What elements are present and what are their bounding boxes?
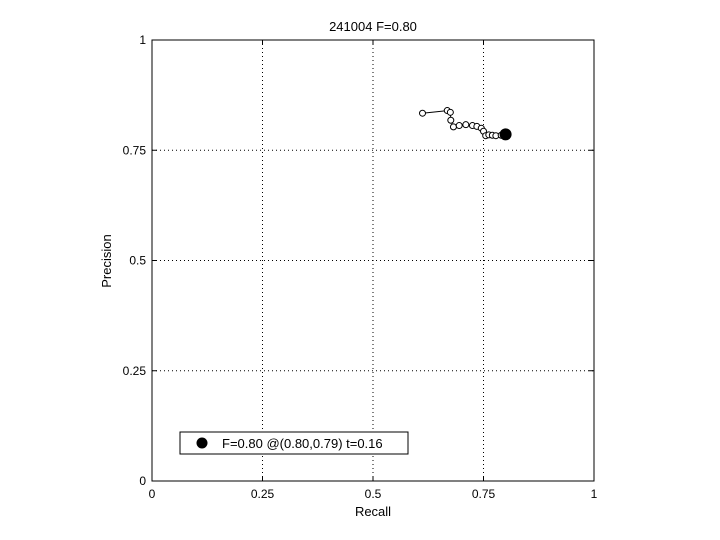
data-point: [449, 123, 457, 131]
data-point: [419, 109, 427, 117]
series-layer: [419, 107, 512, 141]
plot-frame: [151, 39, 595, 482]
data-point: [447, 116, 455, 124]
data-point: [455, 122, 463, 130]
y-axis-label: Precision: [99, 234, 114, 287]
x-tick-label: 0.5: [365, 487, 382, 501]
grid-lines: [152, 40, 594, 481]
chart-title: 241004 F=0.80: [329, 19, 417, 34]
y-tick-label: 0: [139, 474, 146, 488]
data-point: [462, 121, 470, 129]
best-f-point: [499, 128, 512, 141]
data-point: [446, 108, 454, 116]
legend-marker: [196, 437, 208, 449]
x-tick-label: 0: [149, 487, 156, 501]
y-tick-label: 0.75: [123, 143, 147, 157]
y-tick-label: 0.25: [123, 364, 147, 378]
x-tick-label: 0.25: [251, 487, 275, 501]
x-tick-label: 0.75: [472, 487, 496, 501]
legend: F=0.80 @(0.80,0.79) t=0.16: [179, 431, 409, 455]
tick-labels: 0 0.25 0.5 0.75 1 0 0.25 0.5 0.75 1: [123, 33, 598, 501]
legend-label: F=0.80 @(0.80,0.79) t=0.16: [222, 436, 383, 451]
x-axis-label: Recall: [355, 504, 391, 519]
legend-box: [179, 431, 409, 455]
y-tick-label: 0.5: [129, 254, 146, 268]
y-tick-label: 1: [139, 33, 146, 47]
x-tick-label: 1: [591, 487, 598, 501]
